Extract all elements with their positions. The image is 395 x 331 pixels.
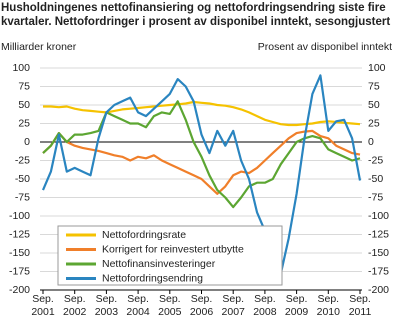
- y-tick-label: 50: [18, 99, 30, 111]
- chart-title: Husholdningenes nettofinansiering og net…: [1, 2, 386, 14]
- y-tick-label: -50: [15, 173, 30, 185]
- x-tick-label: Sep. 2004: [126, 293, 150, 318]
- x-tick-label: Sep. 2001: [31, 293, 55, 318]
- y2-tick-label: -25: [368, 154, 383, 166]
- series-line: [42, 129, 361, 195]
- y2-tick-label: -150: [368, 247, 389, 259]
- x-tick-label: Sep. 2005: [158, 293, 182, 318]
- y2-tick-label: -200: [368, 284, 389, 296]
- x-tick-label: Sep. 2002: [63, 293, 87, 318]
- y2-tick-label: -75: [368, 191, 383, 203]
- y-tick-label: 75: [18, 80, 30, 92]
- series-line: [41, 74, 362, 275]
- y-tick-label: -75: [15, 191, 30, 203]
- y-axis-label: Milliarder kroner: [1, 41, 77, 53]
- legend-label: Korrigert for reinvestert utbytte: [102, 243, 244, 255]
- y2-tick-label: -100: [368, 210, 389, 222]
- y-tick-label: 25: [18, 117, 30, 129]
- y2-axis-label: Prosent av disponibel inntekt: [258, 41, 392, 53]
- y2-tick-label: -125: [368, 228, 389, 240]
- y-tick-label: -175: [9, 265, 30, 277]
- legend-label: Nettofinansinvesteringer: [102, 258, 216, 270]
- y2-tick-label: 100: [368, 62, 386, 74]
- y-tick-label: 100: [12, 62, 30, 74]
- y2-tick-label: 50: [368, 99, 380, 111]
- y2-tick-label: 25: [368, 117, 380, 129]
- series-line: [42, 100, 361, 209]
- y-tick-label: -125: [9, 228, 30, 240]
- y-tick-label: 0: [24, 136, 30, 148]
- x-tick-label: Sep. 2008: [253, 293, 277, 318]
- x-tick-label: Sep. 2003: [95, 293, 119, 318]
- y-tick-label: -25: [15, 154, 30, 166]
- chart-title: kvartaler. Nettofordringer i prosent av …: [1, 16, 390, 28]
- y-tick-label: -100: [9, 210, 30, 222]
- x-tick-label: Sep. 2007: [222, 293, 246, 318]
- y2-tick-label: 75: [368, 80, 380, 92]
- x-tick-label: Sep. 2006: [190, 293, 214, 318]
- x-tick-label: Sep. 2010: [317, 293, 341, 318]
- y-tick-label: -200: [9, 284, 30, 296]
- y2-tick-label: -175: [368, 265, 389, 277]
- x-tick-label: Sep. 2011: [349, 293, 372, 318]
- y-tick-label: -150: [9, 247, 30, 259]
- legend-label: Nettofordringsrate: [102, 229, 186, 241]
- legend-label: Nettofordringsendring: [102, 272, 203, 284]
- y2-tick-label: -50: [368, 173, 383, 185]
- y2-tick-label: 0: [368, 136, 374, 148]
- x-tick-label: Sep. 2009: [285, 293, 309, 318]
